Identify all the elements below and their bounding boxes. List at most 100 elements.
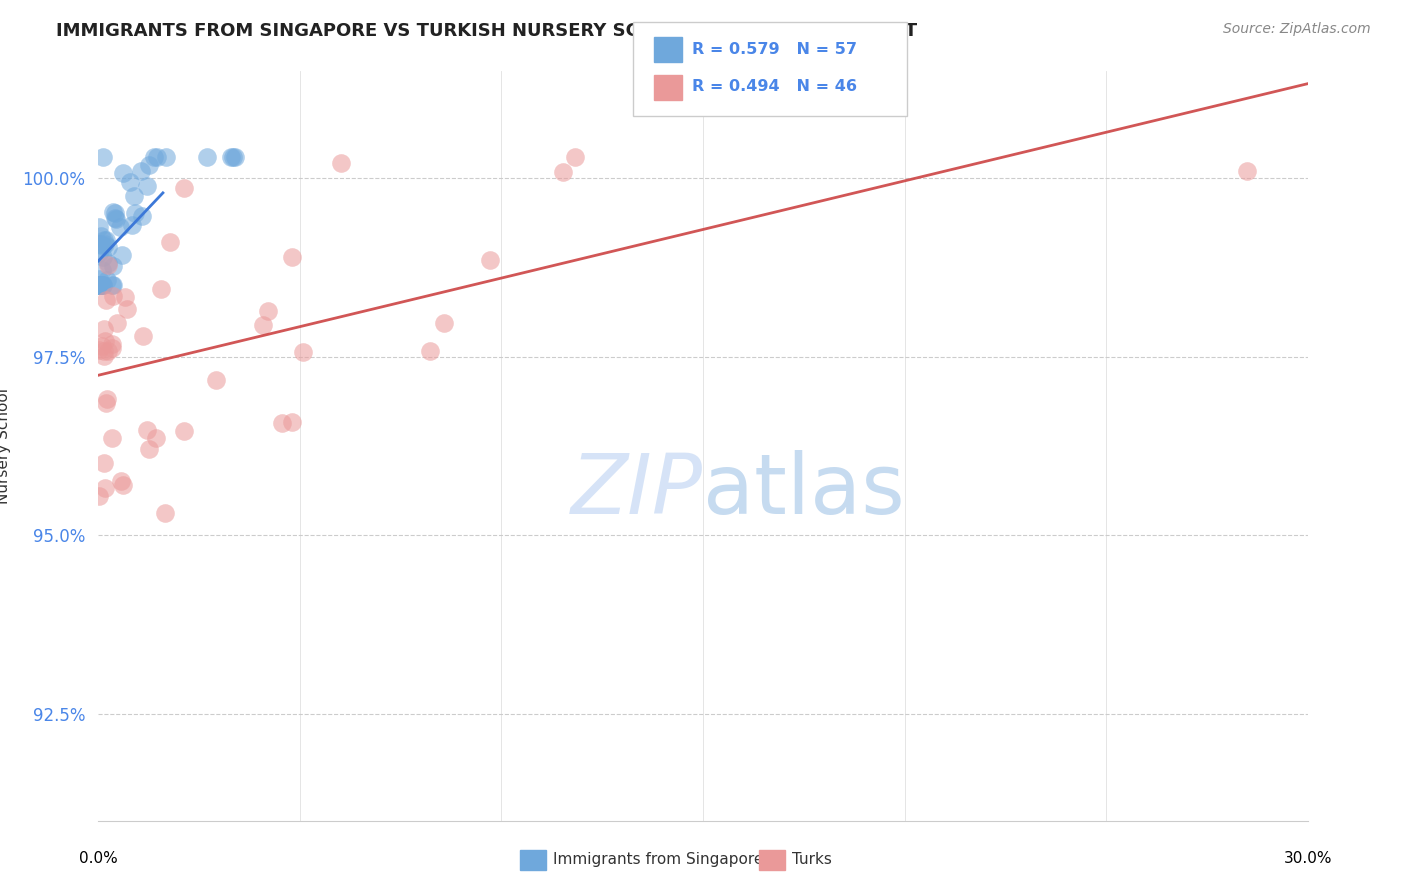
Point (89, 343, 111, 358)
Point (89, 246, 111, 260)
Point (104, 211, 127, 225)
Point (110, 474, 132, 488)
Point (433, 316, 456, 330)
Point (111, 166, 134, 180)
Point (138, 442, 160, 457)
Point (89, 278, 111, 293)
Point (205, 373, 228, 387)
Point (224, 150, 246, 164)
Point (89, 236, 111, 251)
Point (280, 415, 302, 429)
Point (101, 259, 124, 273)
Point (94, 233, 117, 247)
Point (419, 343, 441, 358)
Point (117, 301, 139, 316)
Point (100, 278, 122, 293)
Point (551, 165, 574, 179)
Point (89, 278, 111, 293)
Point (96, 392, 118, 407)
Point (89, 489, 111, 503)
Point (90, 278, 112, 293)
Point (91, 278, 114, 293)
Point (111, 248, 134, 262)
Text: 30.0%: 30.0% (1284, 851, 1331, 866)
Point (270, 416, 292, 430)
Point (131, 209, 153, 223)
Point (153, 507, 176, 521)
Point (97, 256, 120, 270)
Point (101, 431, 124, 445)
Point (89, 271, 111, 285)
Point (159, 235, 181, 250)
Point (93, 457, 115, 471)
Text: atlas: atlas (703, 450, 904, 532)
Point (89, 278, 111, 293)
Point (118, 176, 141, 190)
Point (101, 278, 124, 293)
Point (91, 150, 114, 164)
Point (257, 304, 280, 318)
Point (89, 278, 111, 293)
Point (136, 178, 159, 193)
Point (132, 328, 155, 343)
Point (291, 344, 314, 359)
Point (91, 239, 114, 253)
Point (90, 237, 112, 252)
Point (124, 206, 146, 220)
Point (121, 219, 143, 233)
Point (155, 150, 177, 164)
Point (252, 318, 274, 332)
Point (97, 258, 120, 272)
Point (149, 282, 172, 296)
Point (94, 237, 117, 252)
Point (101, 341, 124, 355)
Point (173, 425, 195, 439)
Point (138, 157, 160, 171)
Point (129, 164, 152, 178)
Text: R = 0.494   N = 46: R = 0.494 N = 46 (692, 79, 856, 94)
Point (89, 278, 111, 293)
Text: ZIP: ZIP (571, 450, 703, 532)
Point (94, 481, 117, 495)
Point (145, 431, 167, 445)
Point (91, 278, 114, 293)
Point (96, 344, 118, 359)
Point (96, 395, 118, 409)
Point (90, 228, 112, 243)
Point (89, 278, 111, 293)
Point (146, 150, 169, 164)
Point (89, 278, 111, 293)
Y-axis label: Nursery School: Nursery School (0, 388, 11, 504)
Point (219, 150, 242, 164)
Point (89, 278, 111, 293)
Point (90, 339, 112, 353)
Point (93, 344, 115, 359)
Point (101, 289, 124, 303)
Point (91, 278, 114, 293)
Point (143, 150, 166, 164)
Point (281, 250, 304, 264)
Point (93, 349, 115, 363)
Point (101, 337, 124, 351)
Point (89, 278, 111, 293)
Point (91, 250, 114, 264)
Point (96, 273, 118, 287)
Point (105, 212, 128, 227)
Text: Turks: Turks (792, 853, 831, 867)
Point (104, 206, 127, 220)
Point (101, 205, 124, 219)
Text: Source: ZipAtlas.com: Source: ZipAtlas.com (1223, 22, 1371, 37)
Point (135, 423, 157, 437)
Point (329, 156, 352, 170)
Point (478, 252, 501, 267)
Point (90, 263, 112, 277)
Point (222, 150, 245, 164)
Text: IMMIGRANTS FROM SINGAPORE VS TURKISH NURSERY SCHOOL CORRELATION CHART: IMMIGRANTS FROM SINGAPORE VS TURKISH NUR… (56, 22, 917, 40)
Point (195, 150, 218, 164)
Point (1236, 164, 1258, 178)
Point (173, 181, 195, 195)
Point (93, 233, 115, 247)
Point (89, 278, 111, 293)
Point (94, 293, 117, 308)
Point (89, 278, 111, 293)
